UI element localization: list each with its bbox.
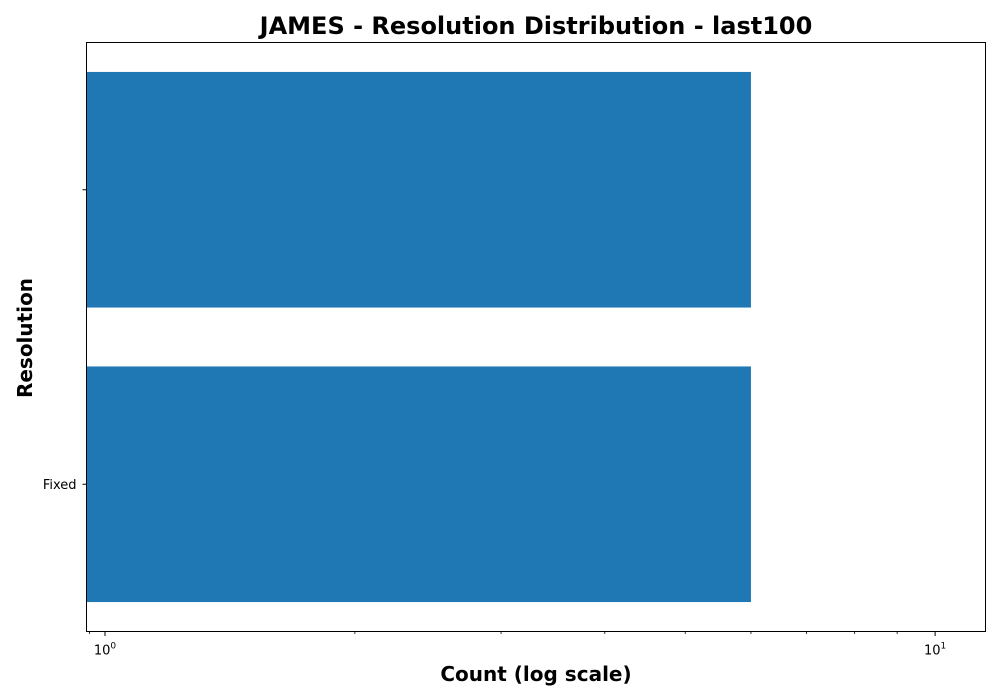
bar: [86, 71, 751, 308]
y-tick-label: Fixed: [43, 478, 77, 493]
x-axis-label: Count (log scale): [440, 662, 631, 686]
bars: [86, 71, 751, 603]
y-axis-label: Resolution: [13, 278, 37, 398]
x-tick-label: 100: [94, 642, 117, 659]
x-ticks: 100 101: [89, 631, 946, 659]
x-tick-label: 101: [924, 642, 946, 659]
chart-title: JAMES - Resolution Distribution - last10…: [258, 12, 813, 40]
plot-frame: [86, 42, 986, 632]
bar: [86, 366, 751, 603]
y-ticks: Fixed: [43, 189, 87, 493]
